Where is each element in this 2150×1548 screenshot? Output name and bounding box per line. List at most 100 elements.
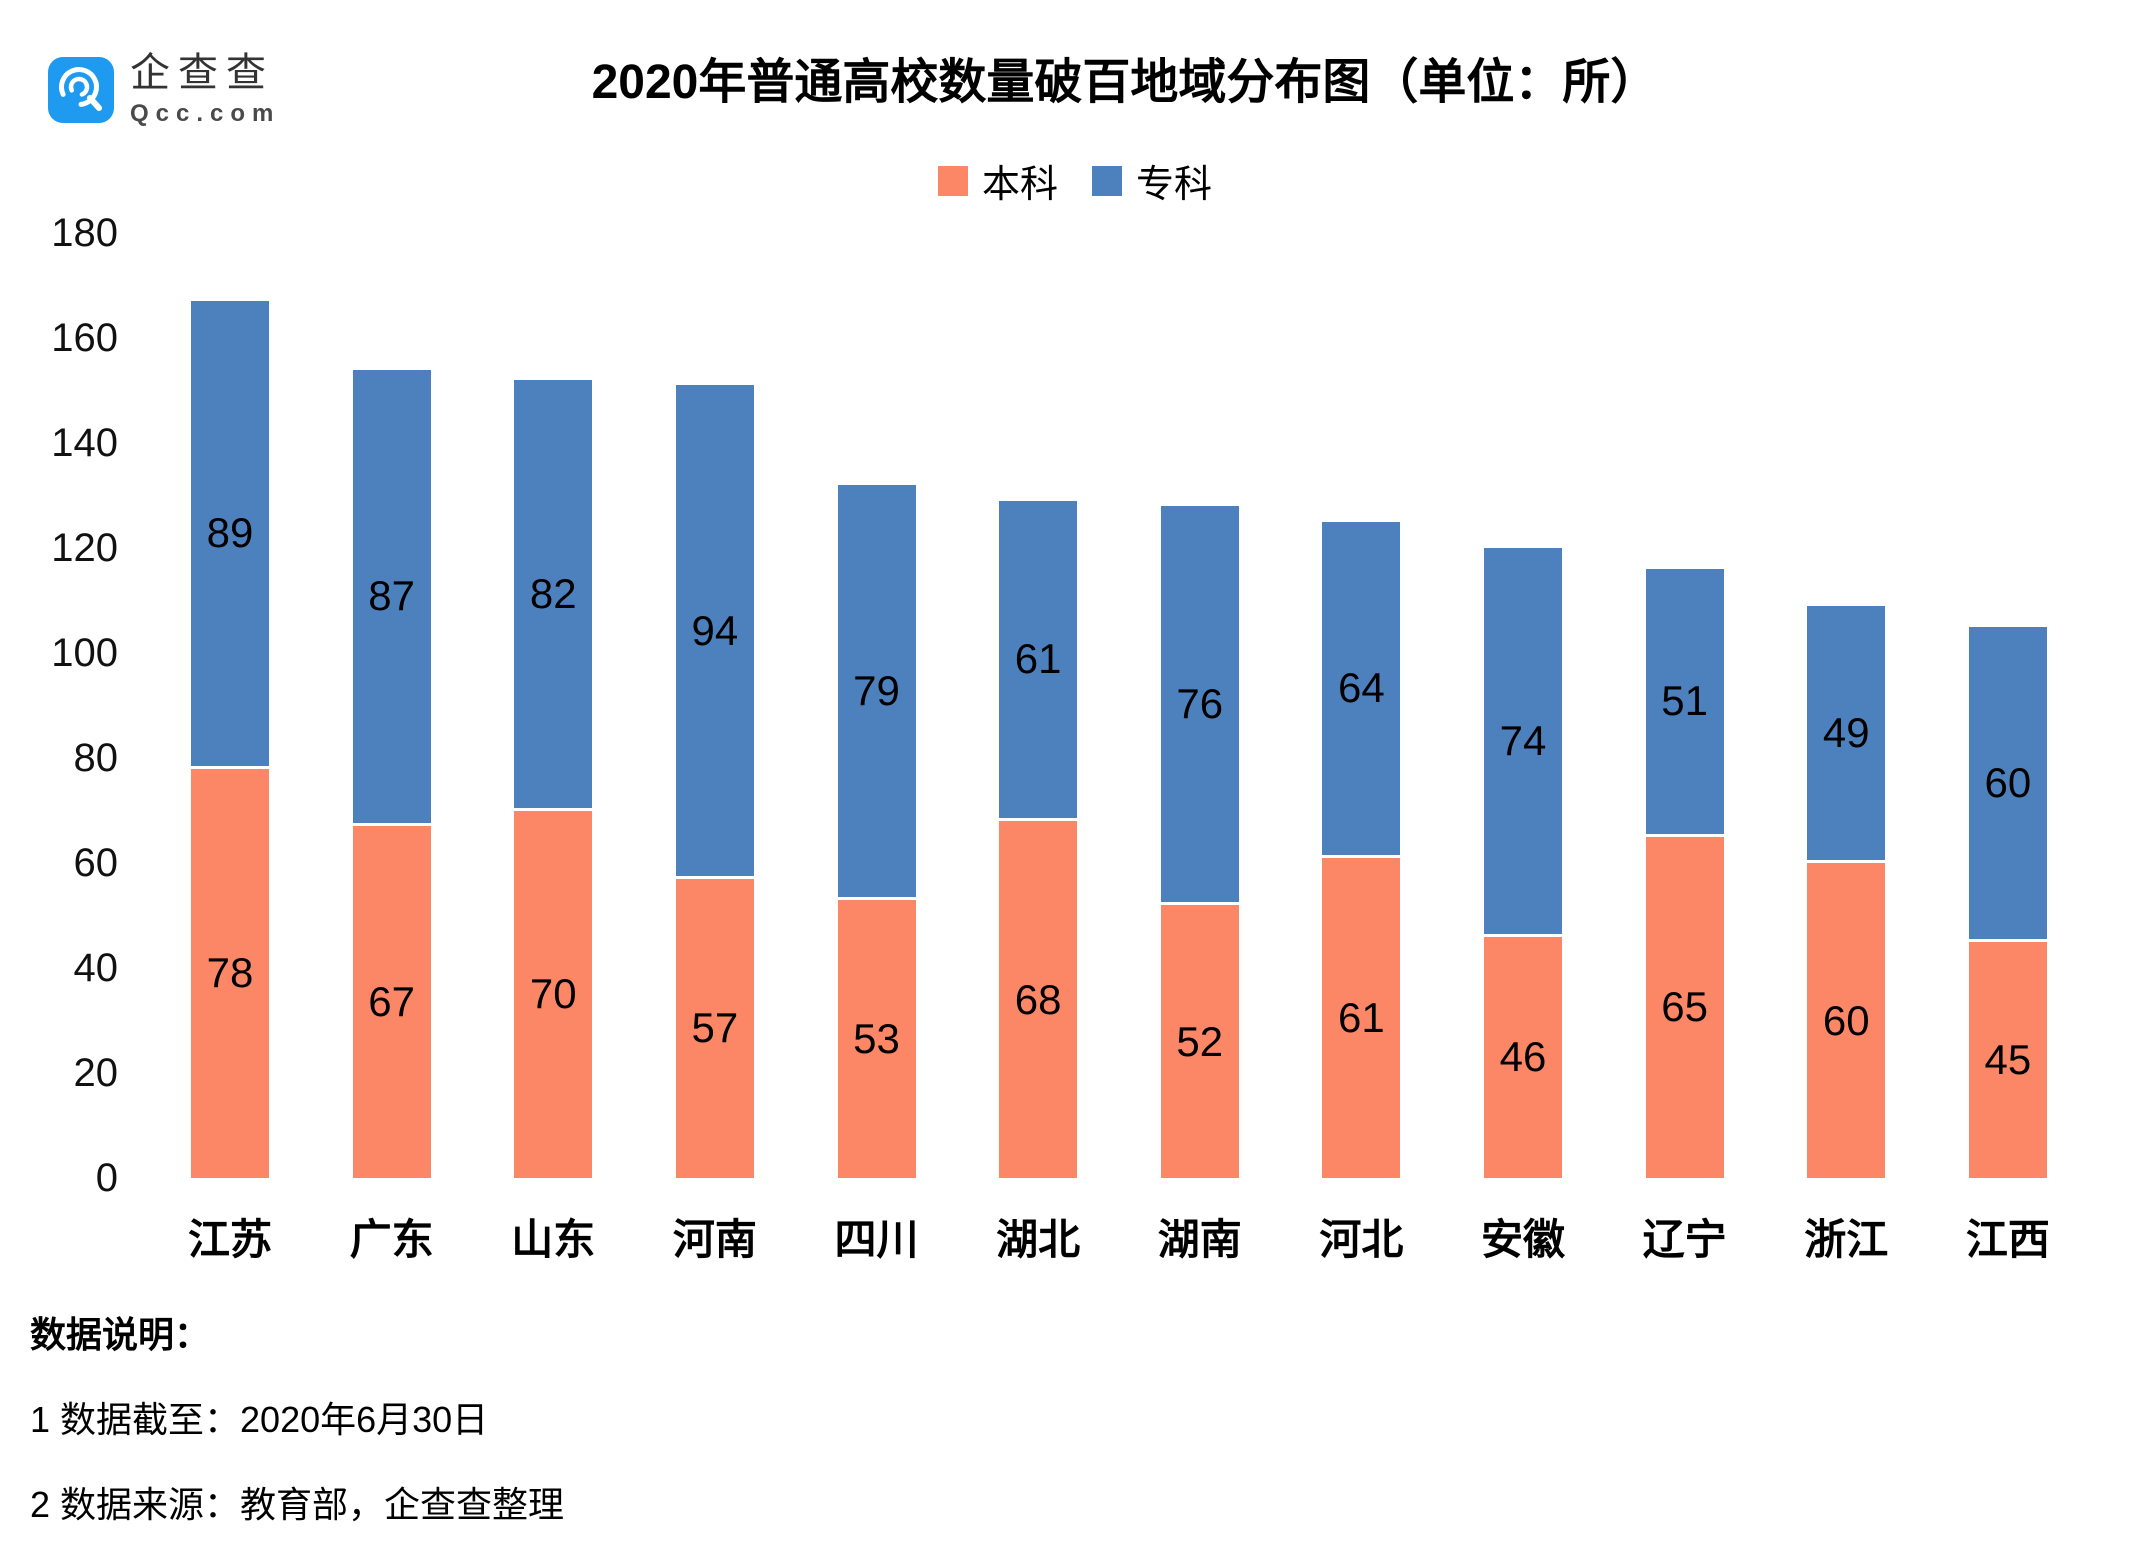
value-label-本科-江苏: 78 bbox=[206, 949, 254, 997]
segment-专科-湖北: 61 bbox=[999, 500, 1078, 821]
value-label-专科-广东: 87 bbox=[368, 572, 415, 620]
bar-山东: 82 70 山东 bbox=[511, 233, 595, 1263]
segment-本科-湖南: 52 bbox=[1160, 905, 1239, 1178]
segment-本科-浙江: 60 bbox=[1807, 863, 1886, 1178]
value-label-专科-湖北: 61 bbox=[1014, 635, 1062, 683]
brand-name: 企查查 bbox=[130, 51, 274, 95]
footnotes: 数据说明： 1 数据截至：2020年6月30日 2 数据来源：教育部，企查查整理 bbox=[30, 1306, 564, 1528]
segment-专科-湖南: 76 bbox=[1160, 506, 1239, 905]
category-label-河南: 河南 bbox=[672, 1216, 757, 1263]
category-label-湖北: 湖北 bbox=[996, 1216, 1081, 1263]
bar-安徽: 74 46 安徽 bbox=[1481, 233, 1565, 1263]
segment-本科-河北: 61 bbox=[1322, 857, 1401, 1178]
bar-河南: 94 57 河南 bbox=[673, 233, 757, 1263]
segment-本科-山东: 70 bbox=[514, 810, 593, 1178]
value-label-本科-湖北: 68 bbox=[1014, 975, 1062, 1023]
value-label-本科-辽宁: 65 bbox=[1661, 983, 1708, 1031]
value-label-本科-河北: 61 bbox=[1338, 993, 1385, 1041]
y-tick-label-120: 120 bbox=[51, 526, 118, 570]
y-tick-label-40: 40 bbox=[73, 946, 119, 990]
value-label-本科-四川: 53 bbox=[853, 1014, 900, 1062]
segment-本科-湖北: 68 bbox=[999, 821, 1078, 1178]
brand-domain: Qcc.com bbox=[130, 100, 281, 127]
legend-label-benke: 本科 bbox=[981, 164, 1058, 206]
segment-专科-河南: 94 bbox=[675, 385, 754, 879]
y-tick-label-180: 180 bbox=[51, 211, 118, 255]
segment-专科-浙江: 49 bbox=[1807, 605, 1886, 863]
zhuanke-color-swatch bbox=[1092, 165, 1122, 196]
value-label-本科-广东: 67 bbox=[368, 978, 415, 1026]
value-label-专科-河北: 64 bbox=[1338, 664, 1385, 712]
segment-本科-安徽: 46 bbox=[1484, 936, 1562, 1178]
benke-color-swatch bbox=[937, 165, 968, 196]
value-label-本科-山东: 70 bbox=[529, 970, 577, 1018]
segment-专科-江西: 60 bbox=[1968, 626, 2047, 942]
segment-本科-广东: 67 bbox=[352, 826, 431, 1178]
category-label-四川: 四川 bbox=[834, 1216, 919, 1263]
segment-专科-河北: 64 bbox=[1322, 521, 1401, 858]
bar-江西: 60 45 江西 bbox=[1966, 233, 2050, 1263]
category-label-湖南: 湖南 bbox=[1157, 1216, 1242, 1263]
y-tick-label-0: 0 bbox=[95, 1156, 118, 1200]
bar-河北: 64 61 河北 bbox=[1319, 233, 1403, 1263]
value-label-专科-江西: 60 bbox=[1984, 758, 2032, 806]
segment-本科-辽宁: 65 bbox=[1645, 836, 1724, 1178]
y-tick-label-20: 20 bbox=[73, 1051, 119, 1095]
y-tick-label-160: 160 bbox=[51, 316, 118, 360]
y-tick-label-100: 100 bbox=[51, 631, 118, 675]
segment-本科-四川: 53 bbox=[837, 899, 916, 1178]
bar-四川: 79 53 四川 bbox=[834, 233, 919, 1263]
footnote-heading: 数据说明： bbox=[30, 1314, 211, 1355]
category-label-江西: 江西 bbox=[1965, 1216, 2050, 1263]
segment-本科-江西: 45 bbox=[1968, 941, 2047, 1178]
value-label-专科-浙江: 49 bbox=[1822, 708, 1870, 756]
segment-专科-江苏: 89 bbox=[191, 301, 269, 769]
category-label-山东: 山东 bbox=[511, 1216, 596, 1263]
segment-本科-江苏: 78 bbox=[191, 768, 269, 1178]
bar-辽宁: 51 65 辽宁 bbox=[1643, 233, 1727, 1263]
y-tick-label-140: 140 bbox=[51, 421, 118, 465]
legend-item-zhuanke: 专科 bbox=[1092, 153, 1212, 208]
plot-area: 89 78 江苏 87 67 广东 82 70 山东 94 57 河南 79 53 四川 61 68 湖北 76 52… bbox=[150, 233, 2088, 1263]
y-tick-label-60: 60 bbox=[73, 841, 119, 885]
footnote-line-1: 1 数据截至：2020年6月30日 bbox=[30, 1399, 489, 1440]
y-tick-label-80: 80 bbox=[73, 736, 119, 780]
value-label-专科-安徽: 74 bbox=[1499, 716, 1547, 764]
value-label-本科-浙江: 60 bbox=[1822, 996, 1870, 1044]
bar-广东: 87 67 广东 bbox=[350, 233, 434, 1263]
qcc-logo-icon bbox=[48, 57, 114, 123]
category-label-河北: 河北 bbox=[1319, 1216, 1404, 1263]
value-label-本科-江西: 45 bbox=[1984, 1035, 2032, 1083]
value-label-专科-四川: 79 bbox=[853, 666, 900, 714]
value-label-专科-江苏: 89 bbox=[206, 509, 254, 557]
category-label-浙江: 浙江 bbox=[1804, 1216, 1889, 1263]
segment-专科-广东: 87 bbox=[352, 369, 431, 827]
chart-title: 2020年普通高校数量破百地域分布图（单位：所） bbox=[591, 56, 1659, 109]
legend-item-benke: 本科 bbox=[937, 153, 1058, 208]
category-label-安徽: 安徽 bbox=[1480, 1216, 1566, 1263]
category-label-广东: 广东 bbox=[349, 1216, 434, 1263]
value-label-专科-山东: 82 bbox=[529, 569, 577, 617]
segment-专科-四川: 79 bbox=[837, 485, 916, 900]
bar-江苏: 89 78 江苏 bbox=[188, 233, 272, 1263]
qcc-logo: 企查查 Qcc.com bbox=[48, 52, 280, 128]
footnote-line-2: 2 数据来源：教育部，企查查整理 bbox=[30, 1484, 565, 1525]
legend-label-zhuanke: 专科 bbox=[1136, 164, 1213, 206]
segment-专科-安徽: 74 bbox=[1484, 548, 1562, 937]
segment-本科-河南: 57 bbox=[675, 878, 754, 1178]
bar-浙江: 49 60 浙江 bbox=[1804, 233, 1888, 1263]
value-label-专科-河南: 94 bbox=[691, 606, 739, 654]
value-label-本科-安徽: 46 bbox=[1499, 1033, 1547, 1081]
category-label-江苏: 江苏 bbox=[187, 1216, 273, 1263]
value-label-本科-河南: 57 bbox=[691, 1004, 739, 1052]
bar-湖北: 61 68 湖北 bbox=[996, 233, 1080, 1263]
segment-专科-辽宁: 51 bbox=[1645, 569, 1724, 837]
value-label-专科-湖南: 76 bbox=[1176, 680, 1224, 727]
qcc-logo-text: 企查查 Qcc.com bbox=[130, 52, 280, 128]
category-label-辽宁: 辽宁 bbox=[1642, 1216, 1727, 1263]
value-label-专科-辽宁: 51 bbox=[1661, 677, 1708, 725]
chart-legend: 本科 专科 bbox=[0, 153, 2150, 208]
segment-专科-山东: 82 bbox=[514, 380, 593, 811]
value-label-本科-湖南: 52 bbox=[1176, 1017, 1224, 1065]
bar-湖南: 76 52 湖南 bbox=[1158, 233, 1242, 1263]
